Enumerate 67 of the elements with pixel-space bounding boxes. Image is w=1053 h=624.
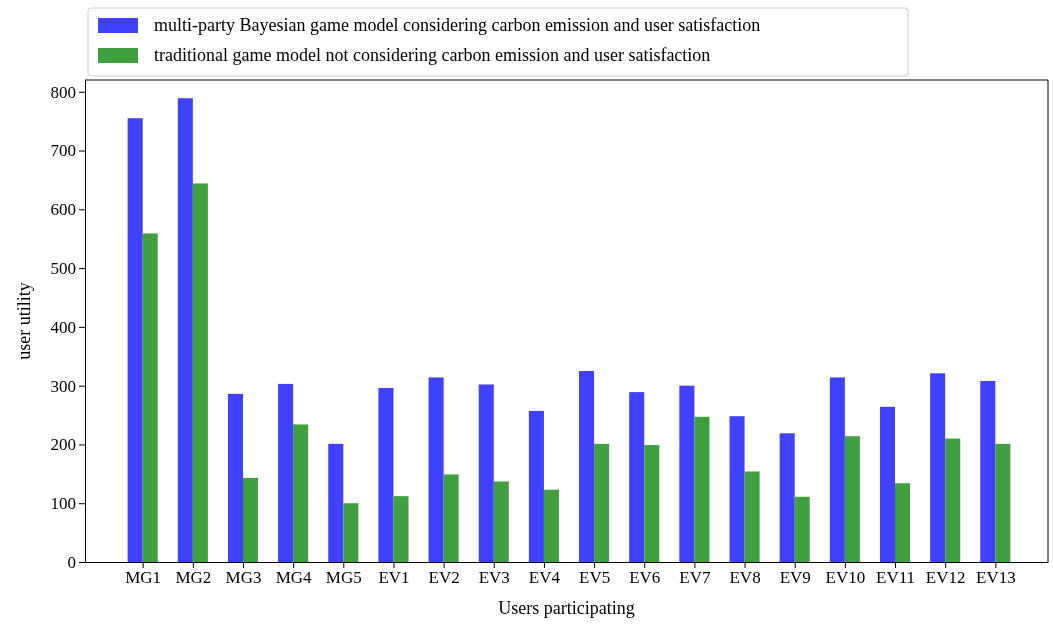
x-tick-label: MG3	[225, 568, 262, 588]
bar	[227, 393, 243, 562]
x-tick-label: EV2	[428, 568, 460, 588]
x-tick-label: EV4	[528, 568, 561, 588]
x-tick-label: EV12	[925, 568, 966, 588]
y-axis-title: user utility	[14, 282, 34, 360]
x-tick-label: EV13	[976, 568, 1016, 588]
bar	[744, 471, 760, 562]
legend-label: multi-party Bayesian game model considering carbon emission and user satisfaction	[154, 15, 761, 35]
bar	[142, 233, 158, 562]
bar	[980, 380, 996, 562]
bar	[594, 443, 610, 562]
y-tick-label: 300	[50, 376, 76, 396]
bar	[328, 443, 344, 562]
bar	[779, 433, 795, 562]
bar	[794, 496, 810, 562]
bar	[393, 496, 409, 562]
bar	[192, 183, 208, 562]
bar	[694, 416, 710, 562]
bar	[729, 416, 745, 562]
bar	[644, 445, 660, 562]
x-tick-label: MG2	[175, 568, 212, 588]
bar	[930, 373, 946, 562]
x-tick-label: EV3	[478, 568, 510, 588]
x-tick-label: MG4	[275, 568, 313, 588]
bar	[242, 477, 259, 562]
x-tick-label: MG5	[325, 568, 362, 588]
y-tick-label: 500	[50, 259, 76, 279]
bar	[995, 443, 1011, 562]
x-tick-label: EV8	[729, 568, 761, 588]
bar	[378, 388, 394, 562]
bar	[879, 406, 896, 562]
x-tick-label: MG1	[125, 568, 162, 588]
y-tick-label: 0	[67, 552, 76, 572]
x-axis-title: Users participating	[498, 598, 635, 618]
bar	[844, 436, 860, 562]
x-tick-label: EV11	[876, 568, 916, 588]
x-tick-label: EV1	[378, 568, 410, 588]
bar	[629, 392, 645, 562]
y-tick-label: 100	[50, 494, 76, 514]
bar	[343, 503, 359, 562]
x-tick-label: EV7	[679, 568, 711, 588]
bar	[177, 98, 193, 562]
bar	[543, 489, 559, 562]
y-tick-label: 600	[50, 200, 76, 220]
y-tick-label: 200	[50, 435, 76, 455]
bar	[829, 377, 845, 562]
y-tick-label: 700	[50, 141, 76, 161]
x-tick-label: EV5	[579, 568, 611, 588]
x-tick-label: EV6	[629, 568, 661, 588]
x-tick-label: EV9	[779, 568, 811, 588]
bar	[428, 377, 444, 562]
bar	[293, 424, 309, 562]
x-tick-label: EV10	[825, 568, 866, 588]
y-tick-label: 400	[50, 317, 76, 337]
bar	[278, 383, 294, 562]
legend-label: traditional game model not considering carbon emission and user satisfaction	[154, 45, 711, 65]
bar	[679, 385, 695, 562]
bar	[493, 481, 509, 562]
bar	[478, 384, 494, 562]
y-tick-label: 800	[50, 82, 76, 102]
bar	[528, 410, 544, 562]
bar	[127, 118, 143, 562]
bar	[443, 474, 459, 562]
bar	[895, 483, 911, 562]
bar	[945, 438, 961, 562]
bar	[579, 370, 595, 562]
